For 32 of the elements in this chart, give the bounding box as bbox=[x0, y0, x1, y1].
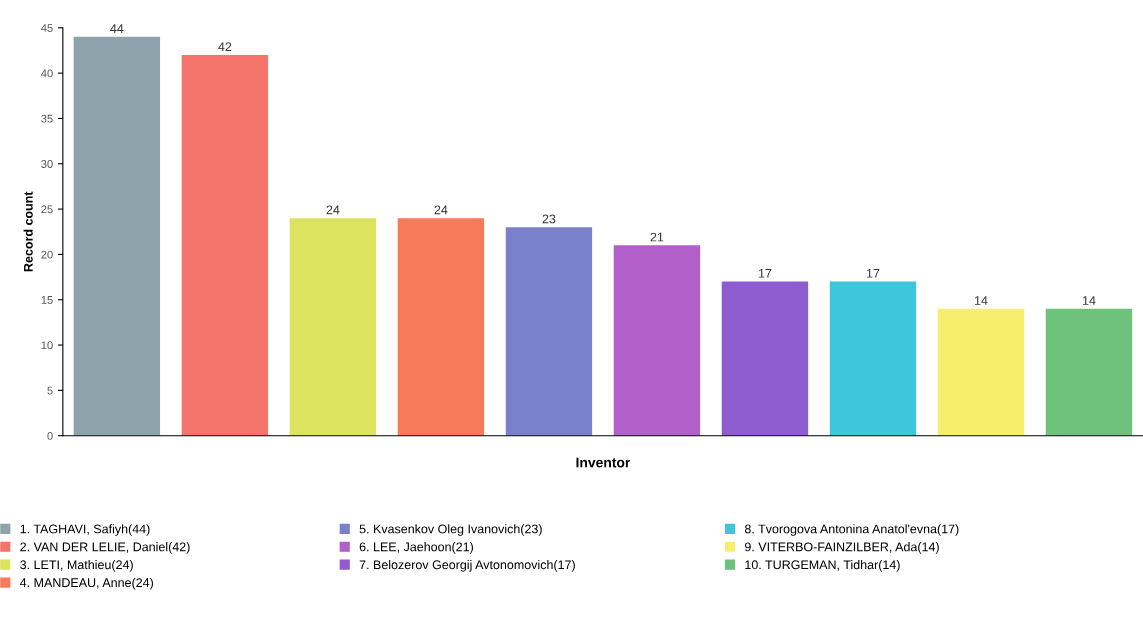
legend-label: 7. Belozerov Georgij Avtonomovich(17) bbox=[359, 559, 575, 572]
y-tick-label: 35 bbox=[41, 114, 53, 123]
y-tick-label: 30 bbox=[41, 160, 53, 168]
data-label: 23 bbox=[542, 214, 556, 224]
y-tick-label: 5 bbox=[47, 386, 53, 395]
legend-label: 1. TAGHAVI, Safiyh(44) bbox=[20, 524, 150, 536]
legend-label: 2. VAN DER LELIE, Daniel(42) bbox=[20, 542, 190, 554]
data-label: 17 bbox=[866, 269, 880, 278]
data-label: 21 bbox=[650, 232, 664, 242]
legend-label: 5. Kvasenkov Oleg Ivanovich(23) bbox=[359, 524, 542, 536]
y-tick-label: 15 bbox=[41, 296, 53, 304]
data-label: 14 bbox=[974, 296, 988, 305]
y-tick-label: 0 bbox=[47, 431, 53, 440]
legend-label: 4. MANDEAU, Anne(24) bbox=[19, 577, 153, 590]
y-tick-label: 20 bbox=[41, 250, 53, 259]
x-axis-title: Inventor bbox=[576, 457, 631, 468]
legend-label: 6. LEE, Jaehoon(21) bbox=[359, 542, 473, 554]
y-tick-label: 45 bbox=[41, 24, 53, 32]
y-axis-title: Record count bbox=[23, 191, 33, 272]
legend-label: 3. LETI, Mathieu(24) bbox=[20, 559, 133, 572]
legend-label: 8. Tvorogova Antonina Anatol'evna(17) bbox=[744, 524, 959, 536]
data-label: 42 bbox=[218, 42, 232, 52]
data-label: 24 bbox=[434, 205, 448, 215]
data-label: 14 bbox=[1083, 296, 1096, 305]
data-label: 17 bbox=[758, 269, 772, 278]
legend-label: 10. TURGEMAN, Tidhar(14) bbox=[745, 559, 900, 572]
data-label: 44 bbox=[110, 24, 124, 33]
y-tick-label: 25 bbox=[41, 205, 53, 214]
data-label: 24 bbox=[326, 205, 340, 215]
legend-label: 9. VITERBO-FAINZILBER, Ada(14) bbox=[744, 542, 939, 554]
y-tick-label: 40 bbox=[41, 69, 53, 78]
y-tick-label: 10 bbox=[41, 341, 53, 350]
